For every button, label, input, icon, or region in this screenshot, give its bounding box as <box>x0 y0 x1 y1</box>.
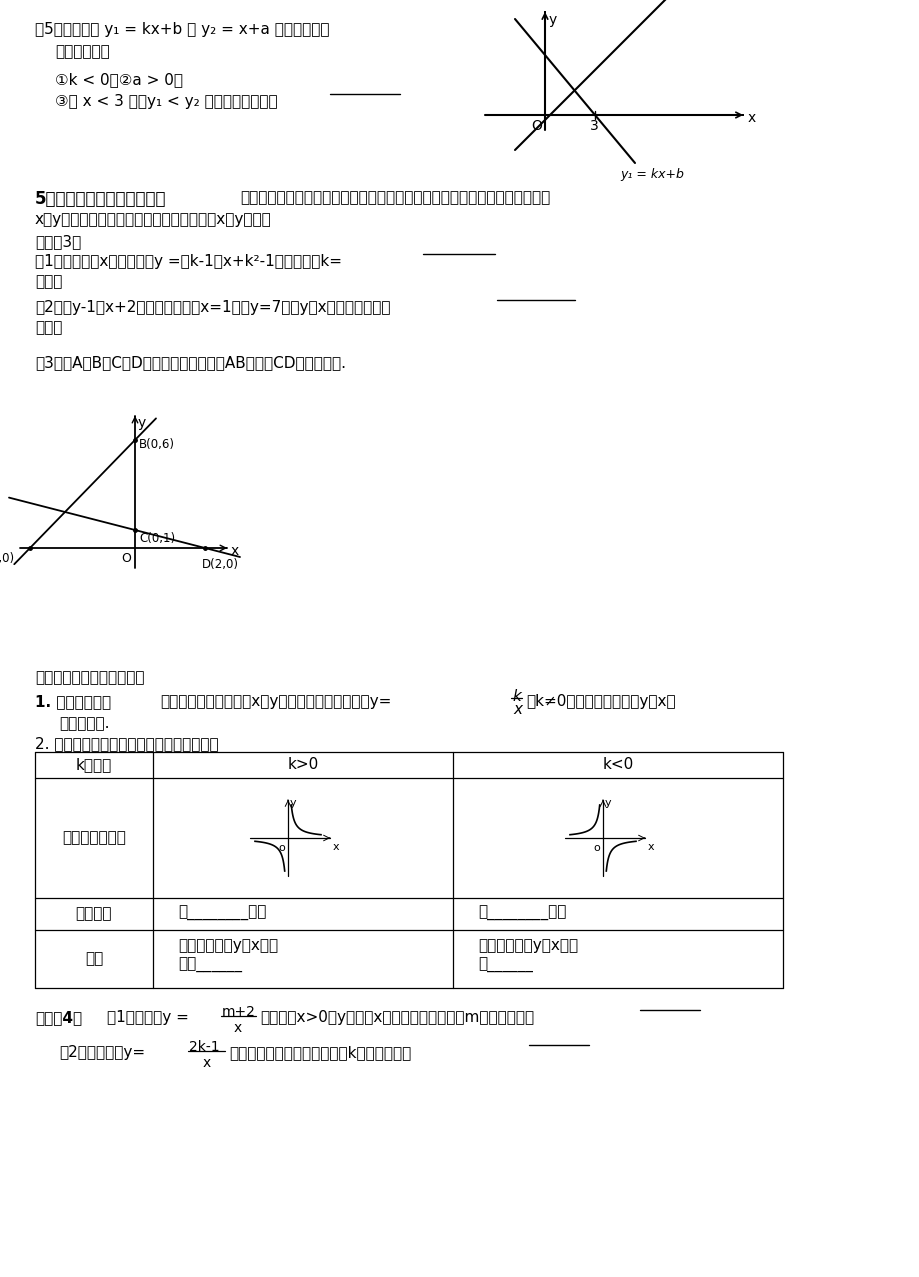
Text: x: x <box>231 544 239 558</box>
Text: k<0: k<0 <box>602 757 633 773</box>
Text: x: x <box>647 842 654 852</box>
Text: 2k-1: 2k-1 <box>188 1039 220 1054</box>
Text: y: y <box>549 13 557 27</box>
Text: （k≠0）的形式，那么称y是x的: （k≠0）的形式，那么称y是x的 <box>526 693 675 709</box>
Text: （5）一次函数 y₁ = kx+b 与 y₂ = x+a 的图象如图，: （5）一次函数 y₁ = kx+b 与 y₂ = x+a 的图象如图， <box>35 22 329 37</box>
Text: y: y <box>138 416 146 430</box>
Text: 经过象限: 经过象限 <box>75 905 112 921</box>
Text: 图像的大致位置: 图像的大致位置 <box>62 830 126 845</box>
Text: D(2,0): D(2,0) <box>202 558 239 571</box>
Text: 则下列结论：: 则下列结论： <box>55 43 109 59</box>
Text: 过程：: 过程： <box>35 275 62 289</box>
Text: 2. 反比例函数的图象是双曲线，其性质如下: 2. 反比例函数的图象是双曲线，其性质如下 <box>35 736 219 751</box>
Text: 过程：: 过程： <box>35 321 62 335</box>
Text: （1）已知关于x的一次函数y =（k-1）x+k²-1过原点，则k=: （1）已知关于x的一次函数y =（k-1）x+k²-1过原点，则k= <box>35 254 342 269</box>
Text: 一般地，如果两个变量x、y之间的关系可以表示成y=: 一般地，如果两个变量x、y之间的关系可以表示成y= <box>160 693 391 709</box>
Text: 大而______: 大而______ <box>177 958 242 973</box>
Text: x: x <box>203 1056 211 1070</box>
Text: 反比例函数.: 反比例函数. <box>59 716 109 730</box>
Text: m+2: m+2 <box>221 1005 255 1019</box>
Text: x: x <box>333 842 339 852</box>
Text: 【预练3】: 【预练3】 <box>35 234 81 249</box>
Text: C(0,1): C(0,1) <box>139 533 175 545</box>
Text: k: k <box>512 690 520 704</box>
Text: （2）若双曲线y=: （2）若双曲线y= <box>59 1045 145 1060</box>
Text: O: O <box>530 119 541 133</box>
Text: 第________象限: 第________象限 <box>478 905 566 921</box>
Text: （2）若y-1与x+2成正比例，且当x=1时，y=7，则y与x的函数关系式为: （2）若y-1与x+2成正比例，且当x=1时，y=7，则y与x的函数关系式为 <box>35 300 390 315</box>
Text: 的图象在x>0时y的值随x值的增大而增大，则m的取值范围是: 的图象在x>0时y的值随x值的增大而增大，则m的取值范围是 <box>260 1010 534 1025</box>
Text: O: O <box>121 552 130 564</box>
Text: k的符号: k的符号 <box>75 757 112 773</box>
Text: ①k < 0；②a > 0；: ①k < 0；②a > 0； <box>55 72 183 87</box>
Text: x: x <box>747 111 755 125</box>
Text: 的图象经过第二、四象限，则k的取值范围是: 的图象经过第二、四象限，则k的取值范围是 <box>229 1045 411 1060</box>
Text: ③当 x < 3 时，y₁ < y₂ 中，正确的个数是: ③当 x < 3 时，y₁ < y₂ 中，正确的个数是 <box>55 94 278 109</box>
Text: o: o <box>278 843 285 853</box>
Text: （1）若函数y =: （1）若函数y = <box>107 1010 188 1025</box>
Text: （3）点A、B、C、D的坐标如图，求直线AB与直线CD的交点坐标.: （3）点A、B、C、D的坐标如图，求直线AB与直线CD的交点坐标. <box>35 355 346 370</box>
Text: 在每一象限内y随x的增: 在每一象限内y随x的增 <box>478 939 577 953</box>
Text: 性质: 性质 <box>85 951 103 967</box>
Text: x与y的值，确定一次函数表达式，需要两对x与y的值。: x与y的值，确定一次函数表达式，需要两对x与y的值。 <box>35 212 271 227</box>
Text: y: y <box>289 798 296 808</box>
Text: x: x <box>233 1022 242 1034</box>
Text: y: y <box>605 798 611 808</box>
Text: 第________象限: 第________象限 <box>177 905 267 921</box>
Text: x: x <box>513 702 521 716</box>
Text: 5、一次函数表达式的求法：: 5、一次函数表达式的求法： <box>35 190 166 208</box>
Text: 3: 3 <box>589 119 598 133</box>
Text: o: o <box>593 843 599 853</box>
Text: B(0,6): B(0,6) <box>139 438 175 451</box>
Text: y₁ = kx+b: y₁ = kx+b <box>619 169 683 181</box>
Text: k>0: k>0 <box>287 757 318 773</box>
Text: 在每一象限内y随x的增: 在每一象限内y随x的增 <box>177 939 278 953</box>
Text: 二、反比例函数的相关知识: 二、反比例函数的相关知识 <box>35 670 144 684</box>
Text: 1. 反比例函数：: 1. 反比例函数： <box>35 693 111 709</box>
Text: 而______: 而______ <box>478 958 532 973</box>
Text: 【预练4】: 【预练4】 <box>35 1010 82 1025</box>
Text: 确定一次函数表达式常用待定系数法，其中确定正比例函数表达式，只需一对: 确定一次函数表达式常用待定系数法，其中确定正比例函数表达式，只需一对 <box>240 190 550 206</box>
Text: A(-3,0): A(-3,0) <box>0 552 15 564</box>
